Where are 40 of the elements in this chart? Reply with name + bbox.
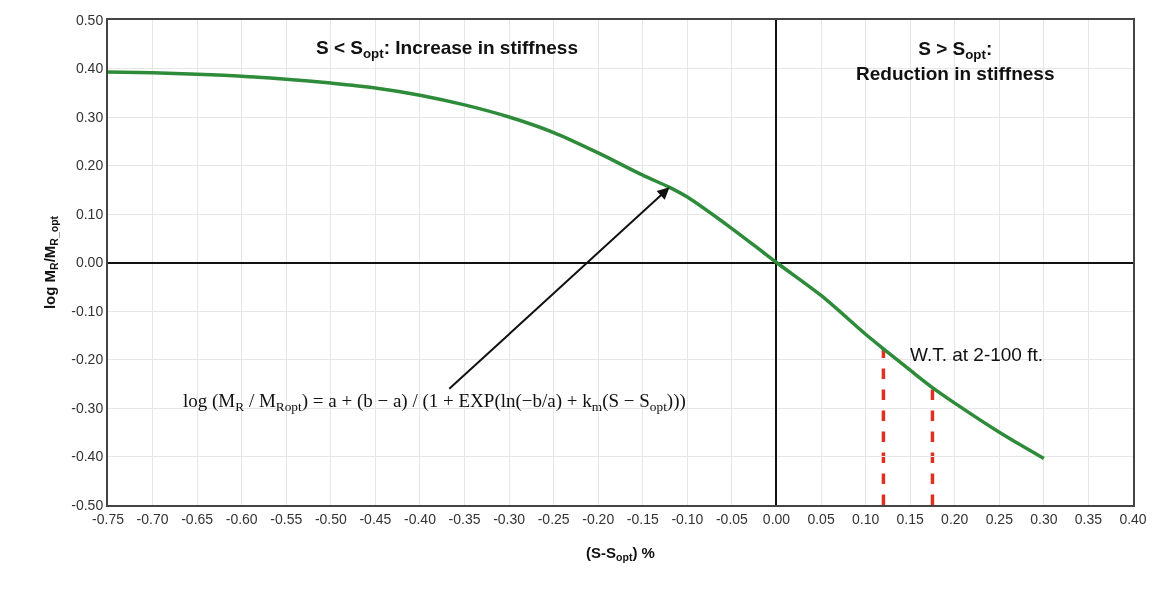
x-tick-label: 0.25 — [985, 510, 1014, 527]
y-tick-label: 0.10 — [75, 205, 104, 222]
x-tick-label: -0.10 — [671, 510, 704, 527]
annotation: S > S$_{opt}$: Reduction in stiffness — [856, 38, 1055, 84]
x-tick-label: -0.15 — [626, 510, 659, 527]
y-tick-label: -0.50 — [71, 496, 104, 513]
x-axis-title: (S-S$_{opt}$) % — [586, 544, 655, 564]
x-tick-label: -0.35 — [448, 510, 481, 527]
y-tick-label: -0.40 — [71, 448, 104, 465]
x-tick-label: -0.30 — [493, 510, 526, 527]
x-tick-label: 0.00 — [762, 510, 791, 527]
x-tick-label: 0.35 — [1074, 510, 1103, 527]
x-tick-label: 0.15 — [896, 510, 925, 527]
x-tick-label: -0.75 — [92, 510, 125, 527]
x-tick-label: -0.25 — [537, 510, 570, 527]
y-tick-label: -0.30 — [71, 399, 104, 416]
y-tick-label: -0.10 — [71, 302, 104, 319]
annotation: S < S$_{opt}$: Increase in stiffness — [316, 37, 578, 61]
y-tick-label: 0.20 — [75, 157, 104, 174]
annotation: W.T. at 2-100 ft. — [910, 344, 1044, 365]
x-tick-label: -0.45 — [359, 510, 392, 527]
y-tick-label: 0.40 — [75, 60, 104, 77]
y-tick-label: -0.20 — [71, 351, 104, 368]
x-tick-label: -0.40 — [404, 510, 437, 527]
x-tick-label: 0.30 — [1030, 510, 1058, 527]
text: log (M$_{R}$ / M$_{Ropt}$) = a + (b − a) / (1 + EXP(ln(−b/a) + k$_{m}$(S − S$_{opt}$))) — [183, 390, 686, 414]
x-tick-label: 0.40 — [1119, 510, 1147, 527]
x-tick-label: 0.10 — [851, 510, 880, 527]
x-tick-label: -0.50 — [314, 510, 347, 527]
x-tick-label: -0.55 — [270, 510, 303, 527]
y-tick-label: 0.50 — [75, 11, 104, 28]
x-tick-label: 0.05 — [807, 510, 835, 527]
y-tick-label: 0.00 — [75, 254, 104, 271]
x-tick-label: -0.05 — [715, 510, 749, 527]
x-tick-label: -0.20 — [582, 510, 615, 527]
y-tick-label: 0.30 — [75, 108, 104, 125]
x-tick-label: -0.65 — [181, 510, 214, 527]
x-tick-label: -0.70 — [136, 510, 169, 527]
x-tick-label: -0.60 — [225, 510, 258, 527]
x-tick-label: 0.20 — [941, 510, 969, 527]
